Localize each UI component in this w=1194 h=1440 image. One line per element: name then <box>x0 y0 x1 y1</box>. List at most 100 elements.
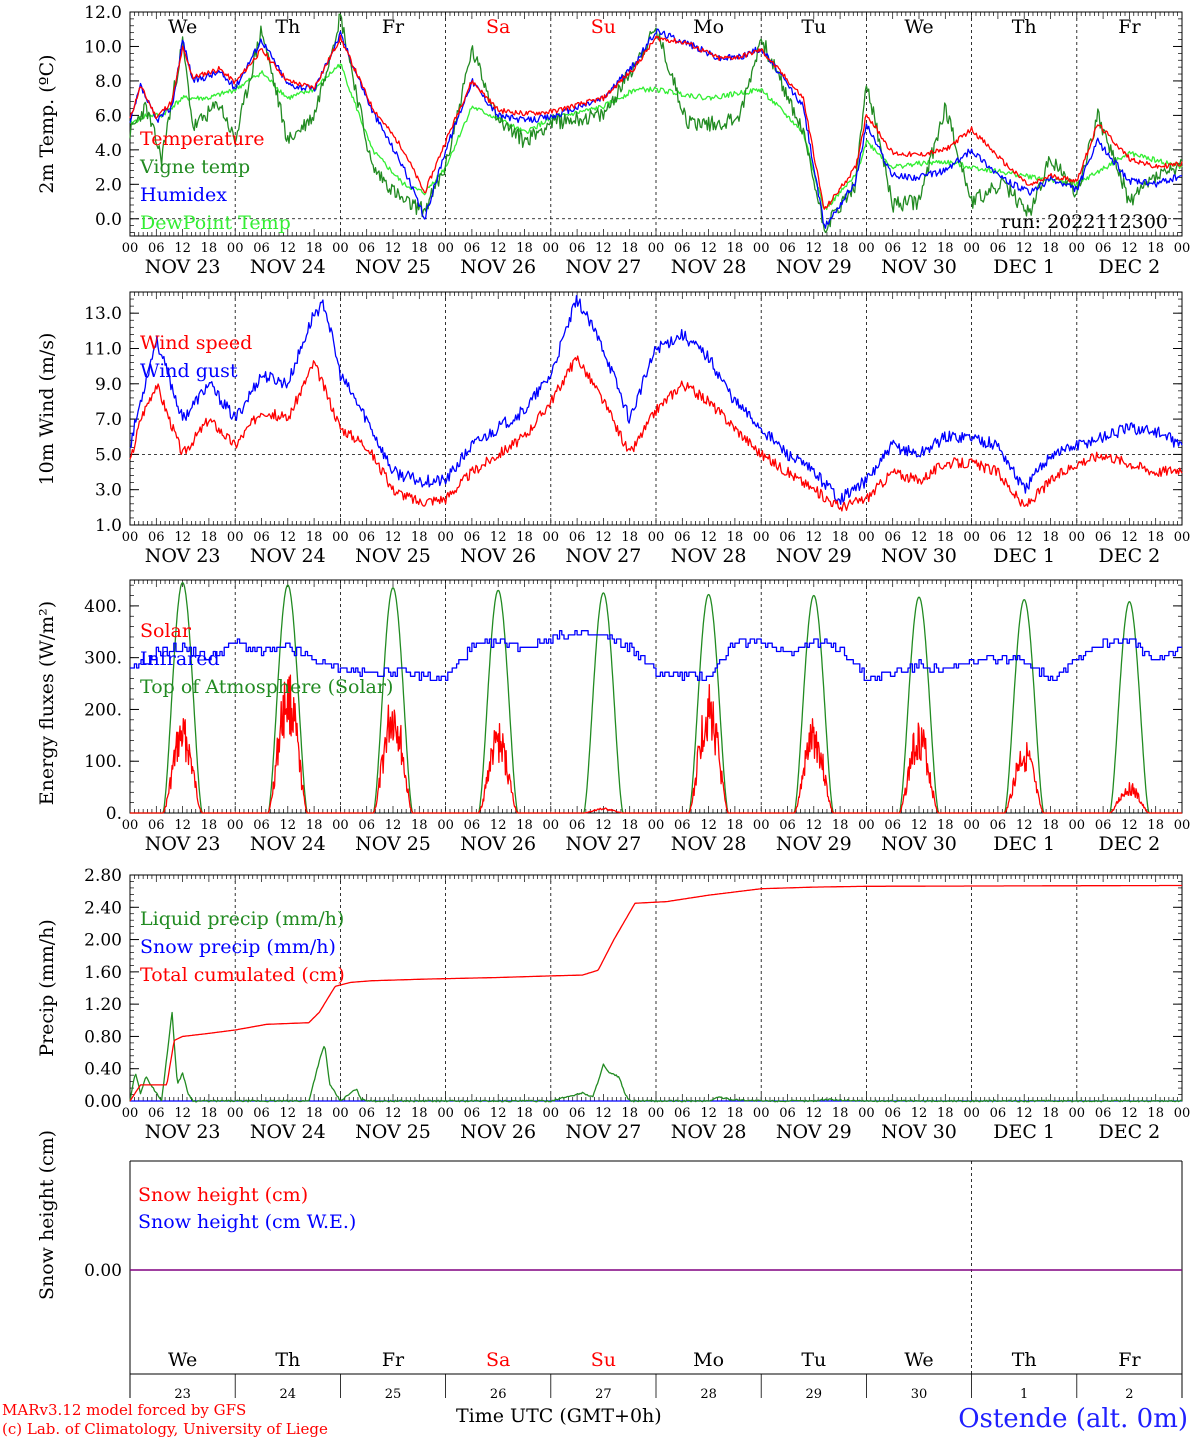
x-tick-label: 06 <box>884 241 901 256</box>
x-tick-label: 12 <box>700 241 717 256</box>
legend-entry: Snow height (cm) <box>138 1184 308 1206</box>
x-tick-label: 18 <box>832 818 849 833</box>
y-tick-label: 12.0 <box>84 3 122 23</box>
x-tick-label: 00 <box>648 530 665 545</box>
x-tick-label: 00 <box>858 1106 875 1121</box>
x-tick-label: 00 <box>437 1106 454 1121</box>
y-tick-label: 2.40 <box>84 898 122 918</box>
x-tick-label: 00 <box>963 241 980 256</box>
series-line-total-cumulated-cm- <box>129 884 1182 1102</box>
x-tick-label: 18 <box>1042 818 1059 833</box>
x-tick-label: 00 <box>122 241 139 256</box>
x-tick-label: 12 <box>700 818 717 833</box>
x-tick-label: 18 <box>516 530 533 545</box>
x-tick-label: 06 <box>253 818 270 833</box>
date-label: NOV 24 <box>250 1121 326 1143</box>
weekday-label: Fr <box>1118 1349 1141 1371</box>
date-label: NOV 27 <box>565 1121 641 1143</box>
x-tick-label: 12 <box>700 1106 717 1121</box>
x-tick-label: 12 <box>280 530 297 545</box>
x-tick-label: 06 <box>674 241 691 256</box>
y-tick-label: 6.0 <box>95 106 122 126</box>
x-tick-label: 18 <box>1147 818 1164 833</box>
x-tick-label: 00 <box>122 530 139 545</box>
x-tick-label: 06 <box>358 818 375 833</box>
x-tick-label: 18 <box>306 1106 323 1121</box>
date-label: NOV 23 <box>145 833 221 855</box>
x-tick-label: 00 <box>753 530 770 545</box>
x-tick-label: 00 <box>963 530 980 545</box>
panel-snow: 0.00 Snow height (cm) Snow height (cm W.E.… <box>36 1130 1183 1402</box>
date-label: NOV 24 <box>250 545 326 567</box>
date-label: NOV 24 <box>250 833 326 855</box>
x-tick-label: 00 <box>963 818 980 833</box>
day-number-label: 27 <box>595 1387 612 1402</box>
x-tick-label: 06 <box>990 241 1007 256</box>
x-tick-label: 00 <box>227 241 244 256</box>
date-label: NOV 29 <box>776 256 852 278</box>
weekday-label: Th <box>1012 1349 1037 1371</box>
legend-entry: Top of Atmosphere (Solar) <box>140 676 393 698</box>
x-tick-label: 12 <box>490 530 507 545</box>
x-tick-label: 06 <box>148 1106 165 1121</box>
x-tick-label: 18 <box>1147 1106 1164 1121</box>
x-tick-label: 00 <box>753 818 770 833</box>
plot-frame <box>129 11 1183 237</box>
y-tick-label: 5.0 <box>95 445 122 465</box>
lab-credit: (c) Lab. of Climatology, University of L… <box>2 1420 328 1438</box>
date-label: DEC 2 <box>1099 256 1161 278</box>
x-tick-label: 12 <box>1016 1106 1033 1121</box>
legend-entry: Wind speed <box>140 332 252 354</box>
x-tick-label: 06 <box>358 530 375 545</box>
x-tick-label: 18 <box>411 1106 428 1121</box>
x-tick-label: 00 <box>648 818 665 833</box>
x-tick-label: 00 <box>1174 241 1191 256</box>
x-tick-label: 18 <box>201 530 218 545</box>
date-label: NOV 28 <box>671 833 747 855</box>
x-tick-label: 06 <box>148 530 165 545</box>
x-tick-label: 18 <box>621 818 638 833</box>
x-tick-label: 18 <box>727 818 744 833</box>
x-tick-label: 12 <box>595 530 612 545</box>
x-tick-label: 06 <box>884 1106 901 1121</box>
y-tick-label: 0.0 <box>95 210 122 230</box>
date-label: DEC 1 <box>993 256 1055 278</box>
x-tick-label: 18 <box>1147 530 1164 545</box>
date-label: NOV 25 <box>355 256 431 278</box>
x-tick-label: 12 <box>1121 818 1138 833</box>
weekday-label: We <box>168 16 197 38</box>
y-tick-label: 10.0 <box>84 37 122 57</box>
panel-energy: 00 06 12 18 00 06 12 18 00 06 12 18 00 06 12 18 00 06 12 18… <box>36 579 1190 855</box>
day-number-label: 29 <box>806 1387 823 1402</box>
x-tick-label: 00 <box>332 1106 349 1121</box>
date-label: NOV 25 <box>355 833 431 855</box>
x-tick-label: 18 <box>1042 530 1059 545</box>
date-label: NOV 26 <box>460 833 536 855</box>
x-tick-label: 00 <box>858 241 875 256</box>
series-line-wind-gust <box>129 294 1183 505</box>
x-tick-label: 06 <box>884 818 901 833</box>
x-tick-label: 12 <box>911 241 928 256</box>
legend-entry: Infrared <box>140 648 220 670</box>
x-tick-label: 12 <box>1016 818 1033 833</box>
x-tick-label: 18 <box>727 530 744 545</box>
day-number-label: 28 <box>700 1387 717 1402</box>
x-tick-label: 12 <box>595 241 612 256</box>
panel-precip: 00 06 12 18 00 06 12 18 00 06 12 18 00 06 12 18 00 06 12 18… <box>36 866 1190 1143</box>
x-tick-label: 00 <box>437 241 454 256</box>
date-label: NOV 28 <box>671 545 747 567</box>
date-label: NOV 25 <box>355 1121 431 1143</box>
x-tick-label: 06 <box>674 1106 691 1121</box>
x-tick-label: 00 <box>1174 530 1191 545</box>
weekday-label: Th <box>1012 16 1037 38</box>
weekday-label: Tu <box>801 1349 826 1371</box>
x-tick-label: 06 <box>148 818 165 833</box>
day-number-label: 1 <box>1020 1387 1028 1402</box>
x-tick-label: 18 <box>727 241 744 256</box>
y-tick-label: 13.0 <box>84 304 122 324</box>
day-number-label: 24 <box>280 1387 297 1402</box>
x-tick-label: 00 <box>122 818 139 833</box>
x-tick-label: 12 <box>1121 241 1138 256</box>
y-tick-label: 1.20 <box>84 995 122 1015</box>
x-tick-label: 00 <box>543 241 560 256</box>
